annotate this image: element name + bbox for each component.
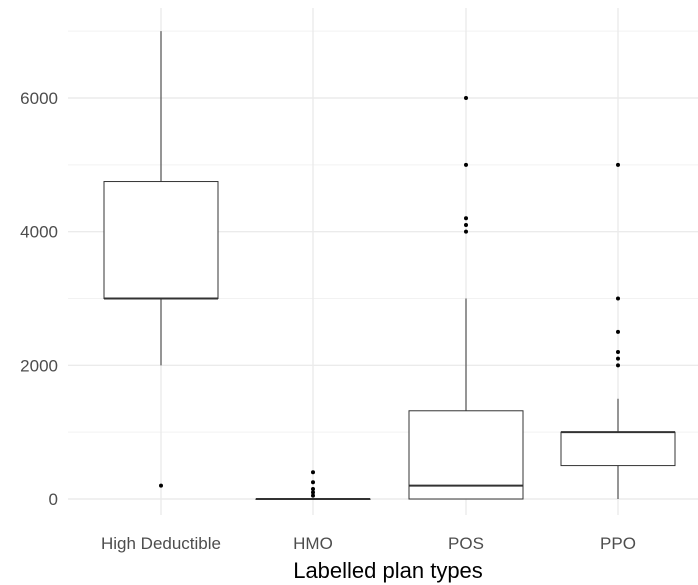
outlier-point: [159, 483, 163, 488]
x-axis-title: Labelled plan types: [293, 558, 483, 583]
box-high-deductible: [103, 31, 219, 488]
boxes: [103, 31, 676, 500]
y-tick-label: 4000: [20, 223, 58, 242]
box-ppo: [560, 162, 676, 499]
box-hmo: [255, 470, 371, 500]
outlier-point: [464, 222, 468, 227]
outlier-point: [616, 363, 620, 368]
box-iqr: [560, 431, 676, 467]
outlier-point: [616, 349, 620, 354]
outlier-point: [311, 490, 315, 495]
x-tick-label: PPO: [600, 534, 636, 553]
y-axis: 0 2000 4000 6000: [20, 89, 58, 509]
x-tick-label: HMO: [293, 534, 333, 553]
outlier-point: [464, 162, 468, 167]
outlier-point: [616, 329, 620, 334]
box-pos: [408, 96, 524, 500]
outlier-point: [464, 96, 468, 100]
outlier-point: [311, 480, 315, 485]
y-tick-label: 6000: [20, 89, 58, 108]
box-iqr: [103, 181, 219, 300]
outlier-point: [311, 493, 315, 498]
outlier-point: [464, 229, 468, 234]
outlier-point: [616, 162, 620, 167]
outlier-point: [616, 356, 620, 361]
box-iqr: [408, 410, 524, 500]
x-tick-label: High Deductible: [101, 534, 221, 553]
x-axis: High Deductible HMO POS PPO: [101, 534, 636, 553]
outlier-point: [616, 296, 620, 301]
outlier-point: [464, 216, 468, 221]
outlier-point: [311, 486, 315, 491]
y-tick-label: 0: [49, 490, 58, 509]
y-tick-label: 2000: [20, 356, 58, 375]
x-tick-label: POS: [448, 534, 484, 553]
outlier-point: [311, 470, 315, 475]
